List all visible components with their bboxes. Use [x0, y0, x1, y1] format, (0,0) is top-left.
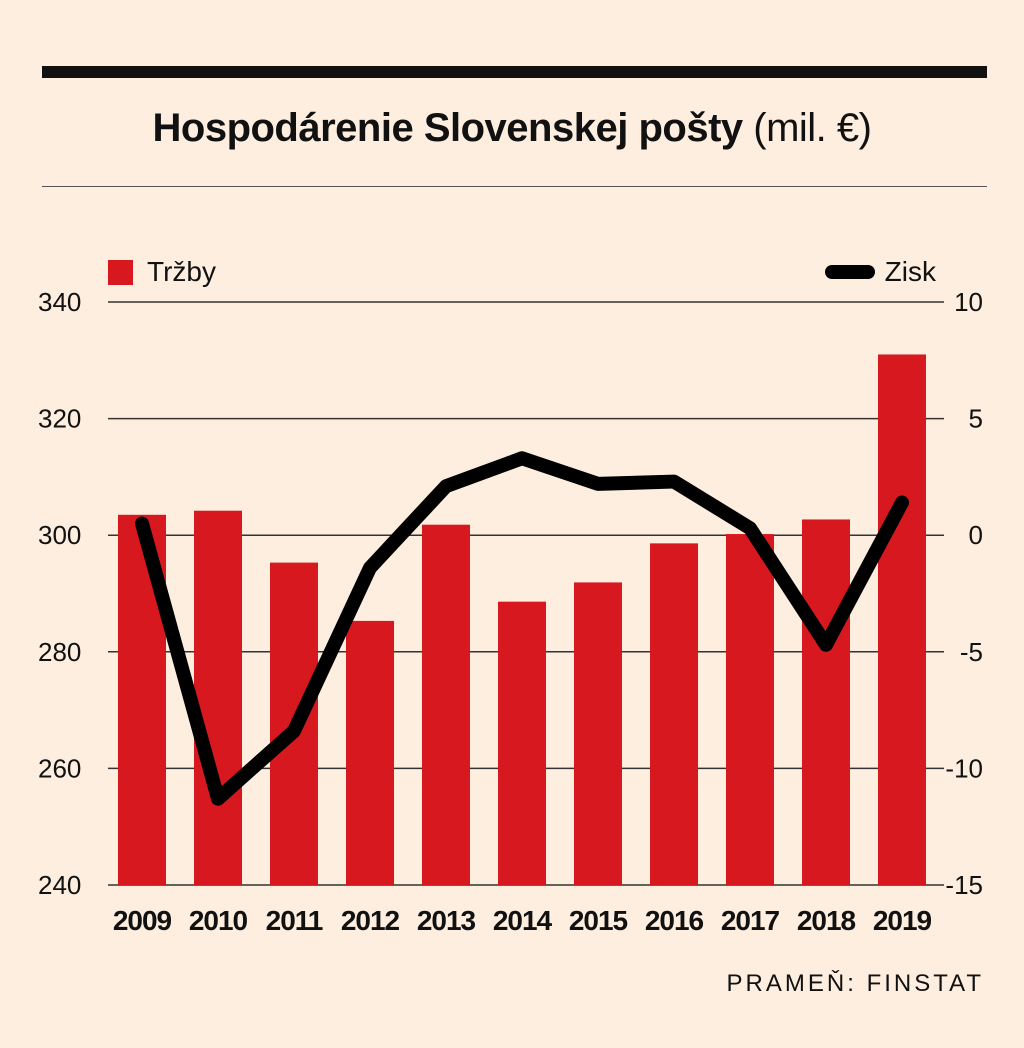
- legend-zisk-label: Zisk: [884, 256, 936, 287]
- bar-2017: [726, 534, 774, 885]
- y-left-tick-label: 300: [38, 520, 81, 550]
- x-tick-label-2018: 2018: [797, 905, 856, 936]
- y-right-tick-label: 10: [954, 287, 983, 317]
- y-left-tick-label: 320: [38, 404, 81, 434]
- profit-point-2010: [217, 797, 219, 800]
- x-tick-label-2011: 2011: [266, 905, 323, 936]
- y-right-tick-label: 0: [969, 520, 983, 550]
- legend-bar-swatch: [108, 259, 133, 285]
- profit-point-2013: [445, 485, 447, 488]
- bar-2012: [346, 620, 394, 885]
- y-left-tick-label: 260: [38, 753, 81, 783]
- profit-point-2015: [597, 482, 599, 485]
- bar-2013: [422, 524, 470, 885]
- source-note: PRAMEŇ: FINSTAT: [726, 970, 984, 997]
- y-right-tick-label: 5: [969, 404, 983, 434]
- bar-2015: [574, 582, 622, 885]
- y-right-tick-label: -15: [945, 870, 983, 900]
- x-tick-label-2014: 2014: [493, 905, 553, 936]
- bar-2018: [802, 519, 850, 885]
- x-tick-label-2009: 2009: [113, 905, 172, 936]
- bar-2010: [194, 510, 242, 885]
- profit-point-2017: [749, 527, 751, 530]
- x-tick-label-2013: 2013: [417, 905, 476, 936]
- profit-point-2014: [521, 457, 523, 460]
- legend-zisk: Zisk: [824, 256, 936, 288]
- title-unit: (mil. €): [753, 106, 872, 150]
- profit-point-2011: [293, 730, 295, 733]
- x-tick-label-2019: 2019: [873, 905, 932, 936]
- x-tick-label-2010: 2010: [189, 905, 248, 936]
- title-rule: [42, 186, 987, 187]
- x-tick-label-2015: 2015: [569, 905, 628, 936]
- bar-2014: [498, 601, 546, 885]
- chart-title: Hospodárenie Slovenskej pošty (mil. €): [0, 106, 1024, 151]
- title-text: Hospodárenie Slovenskej pošty: [152, 106, 744, 150]
- legend-trzby-label: Tržby: [147, 256, 216, 287]
- x-tick-label-2017: 2017: [721, 905, 780, 936]
- chart-plot: 340 320 300 280 260 240 10 5 0 -5 -10 -15 2009 2010 20…: [38, 287, 983, 936]
- legend-line-swatch: [824, 265, 875, 279]
- y-right-tick-label: -10: [945, 753, 983, 783]
- profit-point-2019: [901, 501, 903, 504]
- profit-point-2018: [825, 643, 827, 646]
- bar-2019: [878, 354, 926, 886]
- legend-trzby: Tržby: [108, 256, 216, 288]
- y-left-tick-label: 340: [38, 287, 81, 317]
- profit-point-2016: [673, 480, 675, 483]
- x-tick-label-2016: 2016: [645, 905, 704, 936]
- y-left-tick-label: 280: [38, 637, 81, 667]
- profit-point-2012: [369, 566, 371, 569]
- top-rule: [42, 66, 987, 78]
- x-tick-label-2012: 2012: [341, 905, 400, 936]
- y-right-tick-label: -5: [960, 637, 983, 667]
- bar-2016: [650, 543, 698, 885]
- profit-point-2009: [141, 522, 143, 525]
- y-left-tick-label: 240: [38, 870, 81, 900]
